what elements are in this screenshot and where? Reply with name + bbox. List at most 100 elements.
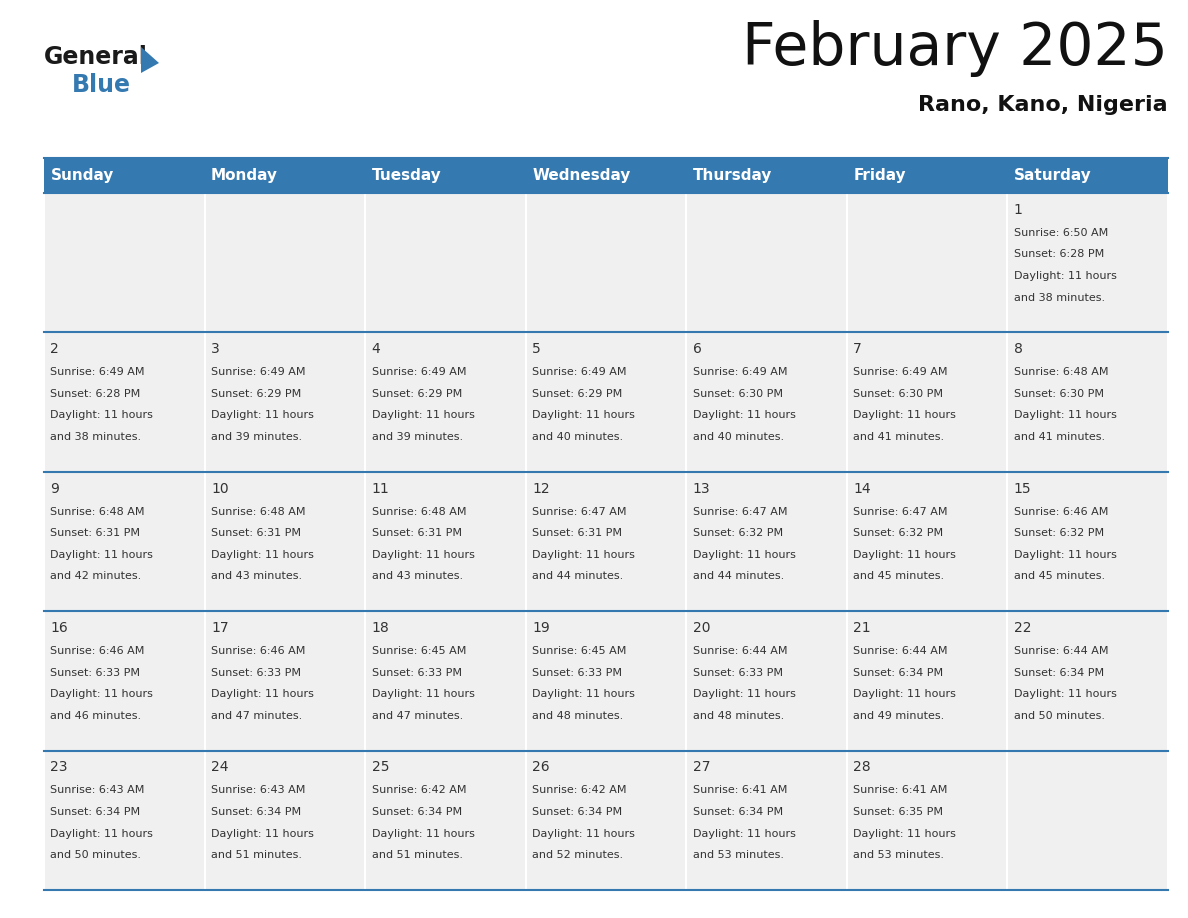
FancyBboxPatch shape (848, 194, 1006, 331)
Text: Sunrise: 6:49 AM: Sunrise: 6:49 AM (693, 367, 788, 377)
Text: Daylight: 11 hours: Daylight: 11 hours (853, 829, 956, 839)
Text: Tuesday: Tuesday (372, 168, 441, 183)
FancyBboxPatch shape (206, 473, 365, 610)
FancyBboxPatch shape (526, 752, 685, 889)
FancyBboxPatch shape (1009, 194, 1167, 331)
FancyBboxPatch shape (206, 333, 365, 471)
FancyBboxPatch shape (688, 473, 846, 610)
Text: and 44 minutes.: and 44 minutes. (693, 572, 784, 581)
Text: 28: 28 (853, 760, 871, 775)
Text: Sunrise: 6:44 AM: Sunrise: 6:44 AM (853, 646, 948, 656)
Text: Sunrise: 6:48 AM: Sunrise: 6:48 AM (211, 507, 305, 517)
Text: and 46 minutes.: and 46 minutes. (50, 711, 141, 721)
Text: Sunset: 6:33 PM: Sunset: 6:33 PM (211, 667, 301, 677)
Text: 4: 4 (372, 342, 380, 356)
Text: and 43 minutes.: and 43 minutes. (211, 572, 302, 581)
Text: Sunrise: 6:47 AM: Sunrise: 6:47 AM (693, 507, 788, 517)
Text: Daylight: 11 hours: Daylight: 11 hours (372, 410, 474, 420)
Text: and 39 minutes.: and 39 minutes. (372, 432, 462, 442)
Text: and 48 minutes.: and 48 minutes. (693, 711, 784, 721)
FancyBboxPatch shape (45, 752, 203, 889)
FancyBboxPatch shape (848, 333, 1006, 471)
Text: Sunrise: 6:46 AM: Sunrise: 6:46 AM (50, 646, 145, 656)
Text: Friday: Friday (853, 168, 906, 183)
Text: Daylight: 11 hours: Daylight: 11 hours (693, 550, 796, 560)
Text: Sunrise: 6:41 AM: Sunrise: 6:41 AM (693, 786, 788, 796)
FancyBboxPatch shape (45, 612, 203, 750)
Text: Sunset: 6:34 PM: Sunset: 6:34 PM (372, 807, 462, 817)
Polygon shape (141, 47, 159, 73)
Text: Sunrise: 6:48 AM: Sunrise: 6:48 AM (50, 507, 145, 517)
Text: Daylight: 11 hours: Daylight: 11 hours (853, 550, 956, 560)
Text: Daylight: 11 hours: Daylight: 11 hours (693, 410, 796, 420)
FancyBboxPatch shape (688, 194, 846, 331)
Text: Daylight: 11 hours: Daylight: 11 hours (1013, 689, 1117, 700)
Text: February 2025: February 2025 (742, 20, 1168, 77)
Text: Sunset: 6:32 PM: Sunset: 6:32 PM (853, 528, 943, 538)
Text: 6: 6 (693, 342, 702, 356)
Text: 1: 1 (1013, 203, 1023, 217)
Text: Daylight: 11 hours: Daylight: 11 hours (50, 689, 153, 700)
FancyBboxPatch shape (206, 752, 365, 889)
Text: 15: 15 (1013, 482, 1031, 496)
Text: Sunset: 6:34 PM: Sunset: 6:34 PM (853, 667, 943, 677)
Text: and 40 minutes.: and 40 minutes. (693, 432, 784, 442)
FancyBboxPatch shape (526, 194, 685, 331)
Text: Daylight: 11 hours: Daylight: 11 hours (1013, 410, 1117, 420)
Text: Sunrise: 6:44 AM: Sunrise: 6:44 AM (693, 646, 788, 656)
FancyBboxPatch shape (1009, 473, 1167, 610)
Text: and 47 minutes.: and 47 minutes. (211, 711, 302, 721)
Text: and 45 minutes.: and 45 minutes. (1013, 572, 1105, 581)
Text: 26: 26 (532, 760, 550, 775)
Text: Sunrise: 6:50 AM: Sunrise: 6:50 AM (1013, 228, 1108, 238)
Text: Sunset: 6:33 PM: Sunset: 6:33 PM (372, 667, 462, 677)
Text: Sunset: 6:29 PM: Sunset: 6:29 PM (372, 389, 462, 398)
Text: Sunset: 6:34 PM: Sunset: 6:34 PM (211, 807, 301, 817)
Text: 17: 17 (211, 621, 228, 635)
Text: Daylight: 11 hours: Daylight: 11 hours (693, 829, 796, 839)
Text: Sunset: 6:28 PM: Sunset: 6:28 PM (1013, 250, 1104, 260)
Text: Sunset: 6:32 PM: Sunset: 6:32 PM (693, 528, 783, 538)
Text: Daylight: 11 hours: Daylight: 11 hours (532, 689, 636, 700)
Text: and 49 minutes.: and 49 minutes. (853, 711, 944, 721)
Text: Sunrise: 6:49 AM: Sunrise: 6:49 AM (853, 367, 948, 377)
FancyBboxPatch shape (1009, 612, 1167, 750)
Text: Sunrise: 6:49 AM: Sunrise: 6:49 AM (211, 367, 305, 377)
FancyBboxPatch shape (366, 473, 525, 610)
FancyBboxPatch shape (206, 612, 365, 750)
FancyBboxPatch shape (45, 194, 203, 331)
Text: Daylight: 11 hours: Daylight: 11 hours (853, 410, 956, 420)
Text: 22: 22 (1013, 621, 1031, 635)
Text: Sunrise: 6:49 AM: Sunrise: 6:49 AM (372, 367, 466, 377)
Text: Sunrise: 6:49 AM: Sunrise: 6:49 AM (50, 367, 145, 377)
Text: Sunset: 6:29 PM: Sunset: 6:29 PM (211, 389, 302, 398)
FancyBboxPatch shape (1009, 752, 1167, 889)
Text: 19: 19 (532, 621, 550, 635)
FancyBboxPatch shape (366, 612, 525, 750)
Text: and 45 minutes.: and 45 minutes. (853, 572, 944, 581)
Text: and 38 minutes.: and 38 minutes. (50, 432, 141, 442)
FancyBboxPatch shape (366, 333, 525, 471)
Text: Sunrise: 6:46 AM: Sunrise: 6:46 AM (1013, 507, 1108, 517)
Text: Sunrise: 6:43 AM: Sunrise: 6:43 AM (50, 786, 145, 796)
FancyBboxPatch shape (848, 752, 1006, 889)
Text: Sunday: Sunday (50, 168, 114, 183)
Text: 25: 25 (372, 760, 388, 775)
Text: Daylight: 11 hours: Daylight: 11 hours (693, 689, 796, 700)
Text: Sunrise: 6:48 AM: Sunrise: 6:48 AM (1013, 367, 1108, 377)
Text: 21: 21 (853, 621, 871, 635)
FancyBboxPatch shape (848, 473, 1006, 610)
Text: and 38 minutes.: and 38 minutes. (1013, 293, 1105, 303)
Text: 27: 27 (693, 760, 710, 775)
FancyBboxPatch shape (206, 194, 365, 331)
Text: and 43 minutes.: and 43 minutes. (372, 572, 462, 581)
Text: Sunrise: 6:44 AM: Sunrise: 6:44 AM (1013, 646, 1108, 656)
Text: Monday: Monday (211, 168, 278, 183)
Text: Sunset: 6:34 PM: Sunset: 6:34 PM (693, 807, 783, 817)
Text: and 41 minutes.: and 41 minutes. (853, 432, 944, 442)
Text: 18: 18 (372, 621, 390, 635)
Text: Sunrise: 6:46 AM: Sunrise: 6:46 AM (211, 646, 305, 656)
Text: Daylight: 11 hours: Daylight: 11 hours (50, 550, 153, 560)
FancyBboxPatch shape (45, 473, 203, 610)
FancyBboxPatch shape (526, 612, 685, 750)
